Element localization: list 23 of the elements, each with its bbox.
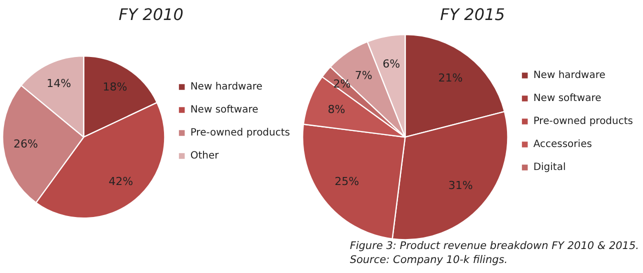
source-note: Source: Company 10-k filings.: [350, 254, 508, 266]
legend-label: New software: [190, 104, 258, 116]
data-label: 6%: [382, 57, 400, 70]
legend-label: Digital: [533, 162, 566, 174]
data-label: 42%: [108, 174, 134, 188]
legend-label: Pre-owned products: [533, 116, 634, 128]
legend-label: Other: [190, 150, 220, 162]
data-label: 21%: [438, 72, 463, 85]
chart-title: FY 2015: [440, 4, 505, 24]
legend-label: New hardware: [533, 70, 606, 82]
data-label: 7%: [354, 68, 372, 82]
legend-label: New software: [533, 93, 602, 104]
legend-label: Pre-owned products: [190, 128, 290, 139]
chart-title: FY 2010: [118, 4, 184, 24]
legend-label: New hardware: [190, 82, 262, 93]
data-label: 18%: [102, 80, 128, 94]
caption: Figure 3: Product revenue breakdown FY 2010 & 2015.: [350, 240, 639, 252]
data-label: 26%: [14, 137, 38, 150]
data-label: 25%: [334, 175, 360, 188]
data-label: 8%: [328, 102, 346, 116]
data-label: 31%: [448, 178, 473, 192]
legend-label: Accessories: [533, 139, 592, 150]
data-label: 14%: [46, 77, 72, 90]
